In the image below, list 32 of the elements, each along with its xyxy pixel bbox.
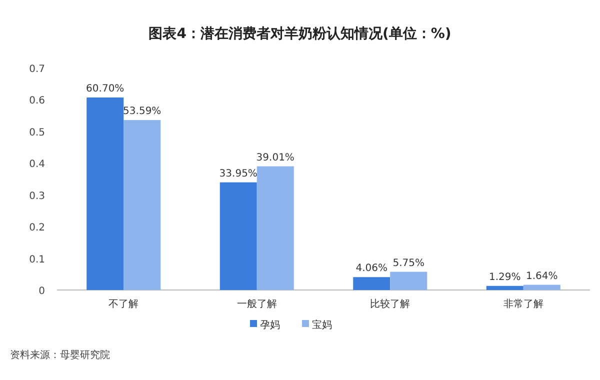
x-tick-label: 不了解 [108, 299, 139, 310]
data-label: 39.01% [256, 152, 294, 164]
legend-label: 宝妈 [312, 319, 332, 331]
data-label: 1.64% [526, 270, 558, 282]
data-label: 1.29% [488, 272, 521, 283]
y-tick-label: 0.4 [29, 159, 45, 170]
bar [486, 286, 524, 290]
text: 资料来源：母婴研究院 [10, 349, 110, 361]
x-tick-label: 一般了解 [236, 299, 277, 310]
bar [523, 284, 560, 290]
data-label: 4.06% [356, 263, 388, 274]
data-label: 33.95% [219, 168, 258, 180]
bar [86, 97, 124, 290]
y-tick-label: 0.6 [29, 96, 45, 107]
bar [124, 120, 161, 290]
y-tick-label: 0.7 [29, 64, 45, 75]
bar [256, 166, 294, 290]
data-label: 53.59% [123, 106, 162, 118]
y-tick-label: 0 [38, 286, 45, 297]
y-tick-label: 0.2 [29, 222, 45, 234]
data-label: 60.70% [86, 83, 124, 94]
legend-label: 孕妈 [260, 320, 280, 331]
bar [220, 182, 257, 290]
data-label: 5.75% [392, 258, 425, 269]
y-tick-label: 0.1 [29, 254, 45, 266]
y-tick-label: 0.5 [29, 127, 45, 138]
y-tick-label: 0.3 [29, 190, 45, 202]
chart-title: 图表4：潜在消费者对羊奶粉认知情况(单位：%) [148, 26, 452, 42]
x-tick-label: 比较了解 [370, 298, 410, 310]
bar [390, 272, 428, 290]
x-tick-label: 非常了解 [503, 298, 544, 310]
bar [353, 277, 390, 290]
